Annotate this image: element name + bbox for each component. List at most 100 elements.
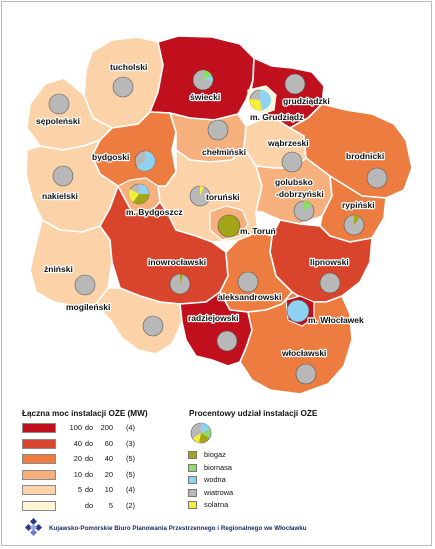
label-radziejowski: radziejowski [188, 313, 239, 323]
pie-m-bydgoszcz [128, 183, 150, 205]
label-m-grudziadz: m. Grudziądz [250, 112, 303, 122]
label-rypinski: rypiński [342, 200, 375, 210]
label-sepolenski: sępoleński [36, 116, 80, 126]
pie-lipnowski [319, 272, 341, 294]
legend-power-swatch [22, 438, 56, 449]
pie-brodnicki [366, 167, 388, 189]
legend-share-swatch [188, 463, 197, 472]
pie-zninski [74, 274, 96, 296]
legend-power-from: 5 [77, 485, 82, 494]
label-swiecki: świecki [190, 92, 220, 102]
legend-power-label: do 5 (2) [64, 501, 135, 510]
pie-wloclawski [295, 363, 317, 385]
institution-name: Kujawsko-Pomorskie Biuro Planowania Prze… [49, 525, 307, 532]
legend-power-swatch [22, 454, 56, 464]
pie-swiecki [192, 69, 214, 91]
legend-share-swatch [188, 476, 197, 484]
region-mogilenski[interactable] [95, 287, 183, 355]
legend-power-class: 5 do 10 (4) [22, 485, 222, 497]
legend-power-count: (5) [125, 454, 135, 463]
legend-power-title: Łączna moc instalacji OZE (MW) [22, 409, 148, 418]
label-torunski: toruński [206, 192, 240, 202]
pie-inowroclawski [169, 273, 191, 295]
pie-radziejowski [216, 330, 238, 352]
legend-share-swatch [188, 451, 197, 459]
legend-share-label: wodna [204, 475, 226, 484]
label-aleksandrowski: aleksandrowski [218, 292, 281, 302]
legend-share-title: Procentowy udział instalacji OZE [189, 409, 318, 418]
pie-sepolenski [48, 93, 70, 115]
label-golubsko-line1: golubsko [275, 177, 313, 187]
legend-power-label: 40 do 60 (3) [64, 439, 135, 448]
label-tucholski: tucholski [110, 62, 147, 72]
legend-power-label: 10 do 20 (5) [64, 470, 135, 479]
pie-golubsko-dobrzynski [293, 200, 315, 222]
region-wloclawski[interactable] [239, 291, 353, 395]
legend-power-class: 20 do 40 (5) [22, 454, 222, 466]
pie-m-wloclawek [286, 299, 310, 323]
label-lipnowski: lipnowski [310, 257, 349, 267]
label-mogilenski: mogileński [66, 302, 110, 312]
legend-share-label: biogaz [204, 450, 226, 459]
legend-power-count: (4) [125, 423, 135, 432]
legend-power-to: 5 [108, 500, 113, 510]
legend-power-count: (4) [125, 485, 135, 494]
legend-power-sep: do [84, 423, 94, 432]
legend-power-sep: do [84, 485, 94, 494]
legend-share-label: biomasa [204, 462, 232, 472]
legend-power-from: 40 [73, 438, 82, 448]
pie-torunski [189, 185, 211, 207]
legend-power-swatch [22, 469, 56, 480]
label-zninski: żniński [44, 264, 73, 274]
legend-power-label: 5 do 10 (4) [64, 485, 135, 494]
pie-aleksandrowski [237, 271, 259, 293]
label-wabrzeski: wąbrzeski [267, 138, 309, 148]
pie-nakielski [52, 165, 74, 187]
legend-power-sep: do [84, 469, 94, 479]
pie-mogilenski [142, 315, 164, 337]
legend-share-swatch [188, 488, 197, 497]
legend-power-count: (2) [125, 500, 135, 510]
label-inowroclawski: inowrocławski [148, 257, 206, 267]
pie-rypinski [343, 214, 365, 236]
label-golubsko-line2: -dobrzyński [276, 189, 324, 199]
legend-power-to: 10 [104, 485, 113, 494]
label-chelminski: chełmiński [202, 147, 246, 157]
legend-power-sep: do [84, 438, 94, 448]
legend-power-sep: do [84, 454, 94, 463]
legend-power-from: 10 [73, 469, 82, 479]
pie-wabrzeski [281, 151, 303, 173]
legend-power-swatch [22, 423, 56, 433]
legend-sample-pie [190, 422, 212, 444]
legend-power-class: 10 do 20 (5) [22, 469, 222, 482]
legend-power-to: 40 [104, 454, 113, 463]
label-grudziadzki: grudziądzki [283, 96, 330, 106]
pie-m-torun [217, 214, 241, 238]
label-nakielski: nakielski [42, 191, 78, 201]
legend-power-count: (5) [125, 469, 135, 479]
legend-power-from: 20 [73, 454, 82, 463]
legend-share-label: solarna [204, 500, 229, 509]
legend-share-label: wiatrowa [204, 487, 234, 497]
legend-power-to: 20 [104, 469, 113, 479]
legend-power-to: 200 [100, 423, 113, 432]
pie-grudziadzki [284, 73, 306, 95]
legend-power-from: 100 [69, 423, 82, 432]
label-wloclawski: włocławski [281, 348, 326, 358]
legend-power-swatch [22, 500, 56, 511]
label-m-wloclawek: m. Włocławek [308, 315, 364, 325]
legend-power-label: 100 do 200 (4) [64, 423, 135, 432]
label-brodnicki: brodnicki [346, 151, 384, 161]
legend-power-class: 100 do 200 (4) [22, 423, 222, 435]
region-zninski[interactable] [29, 219, 113, 307]
label-bydgoski: bydgoski [92, 152, 129, 162]
legend-power-class: do 5 (2) [22, 500, 222, 513]
pie-chelminski [207, 119, 229, 141]
legend-power-class: 40 do 60 (3) [22, 438, 222, 451]
legend-share-swatch [188, 501, 197, 509]
legend-power-swatch [22, 485, 56, 495]
pie-tucholski [112, 76, 134, 98]
label-m-torun: m. Toruń [240, 226, 276, 236]
